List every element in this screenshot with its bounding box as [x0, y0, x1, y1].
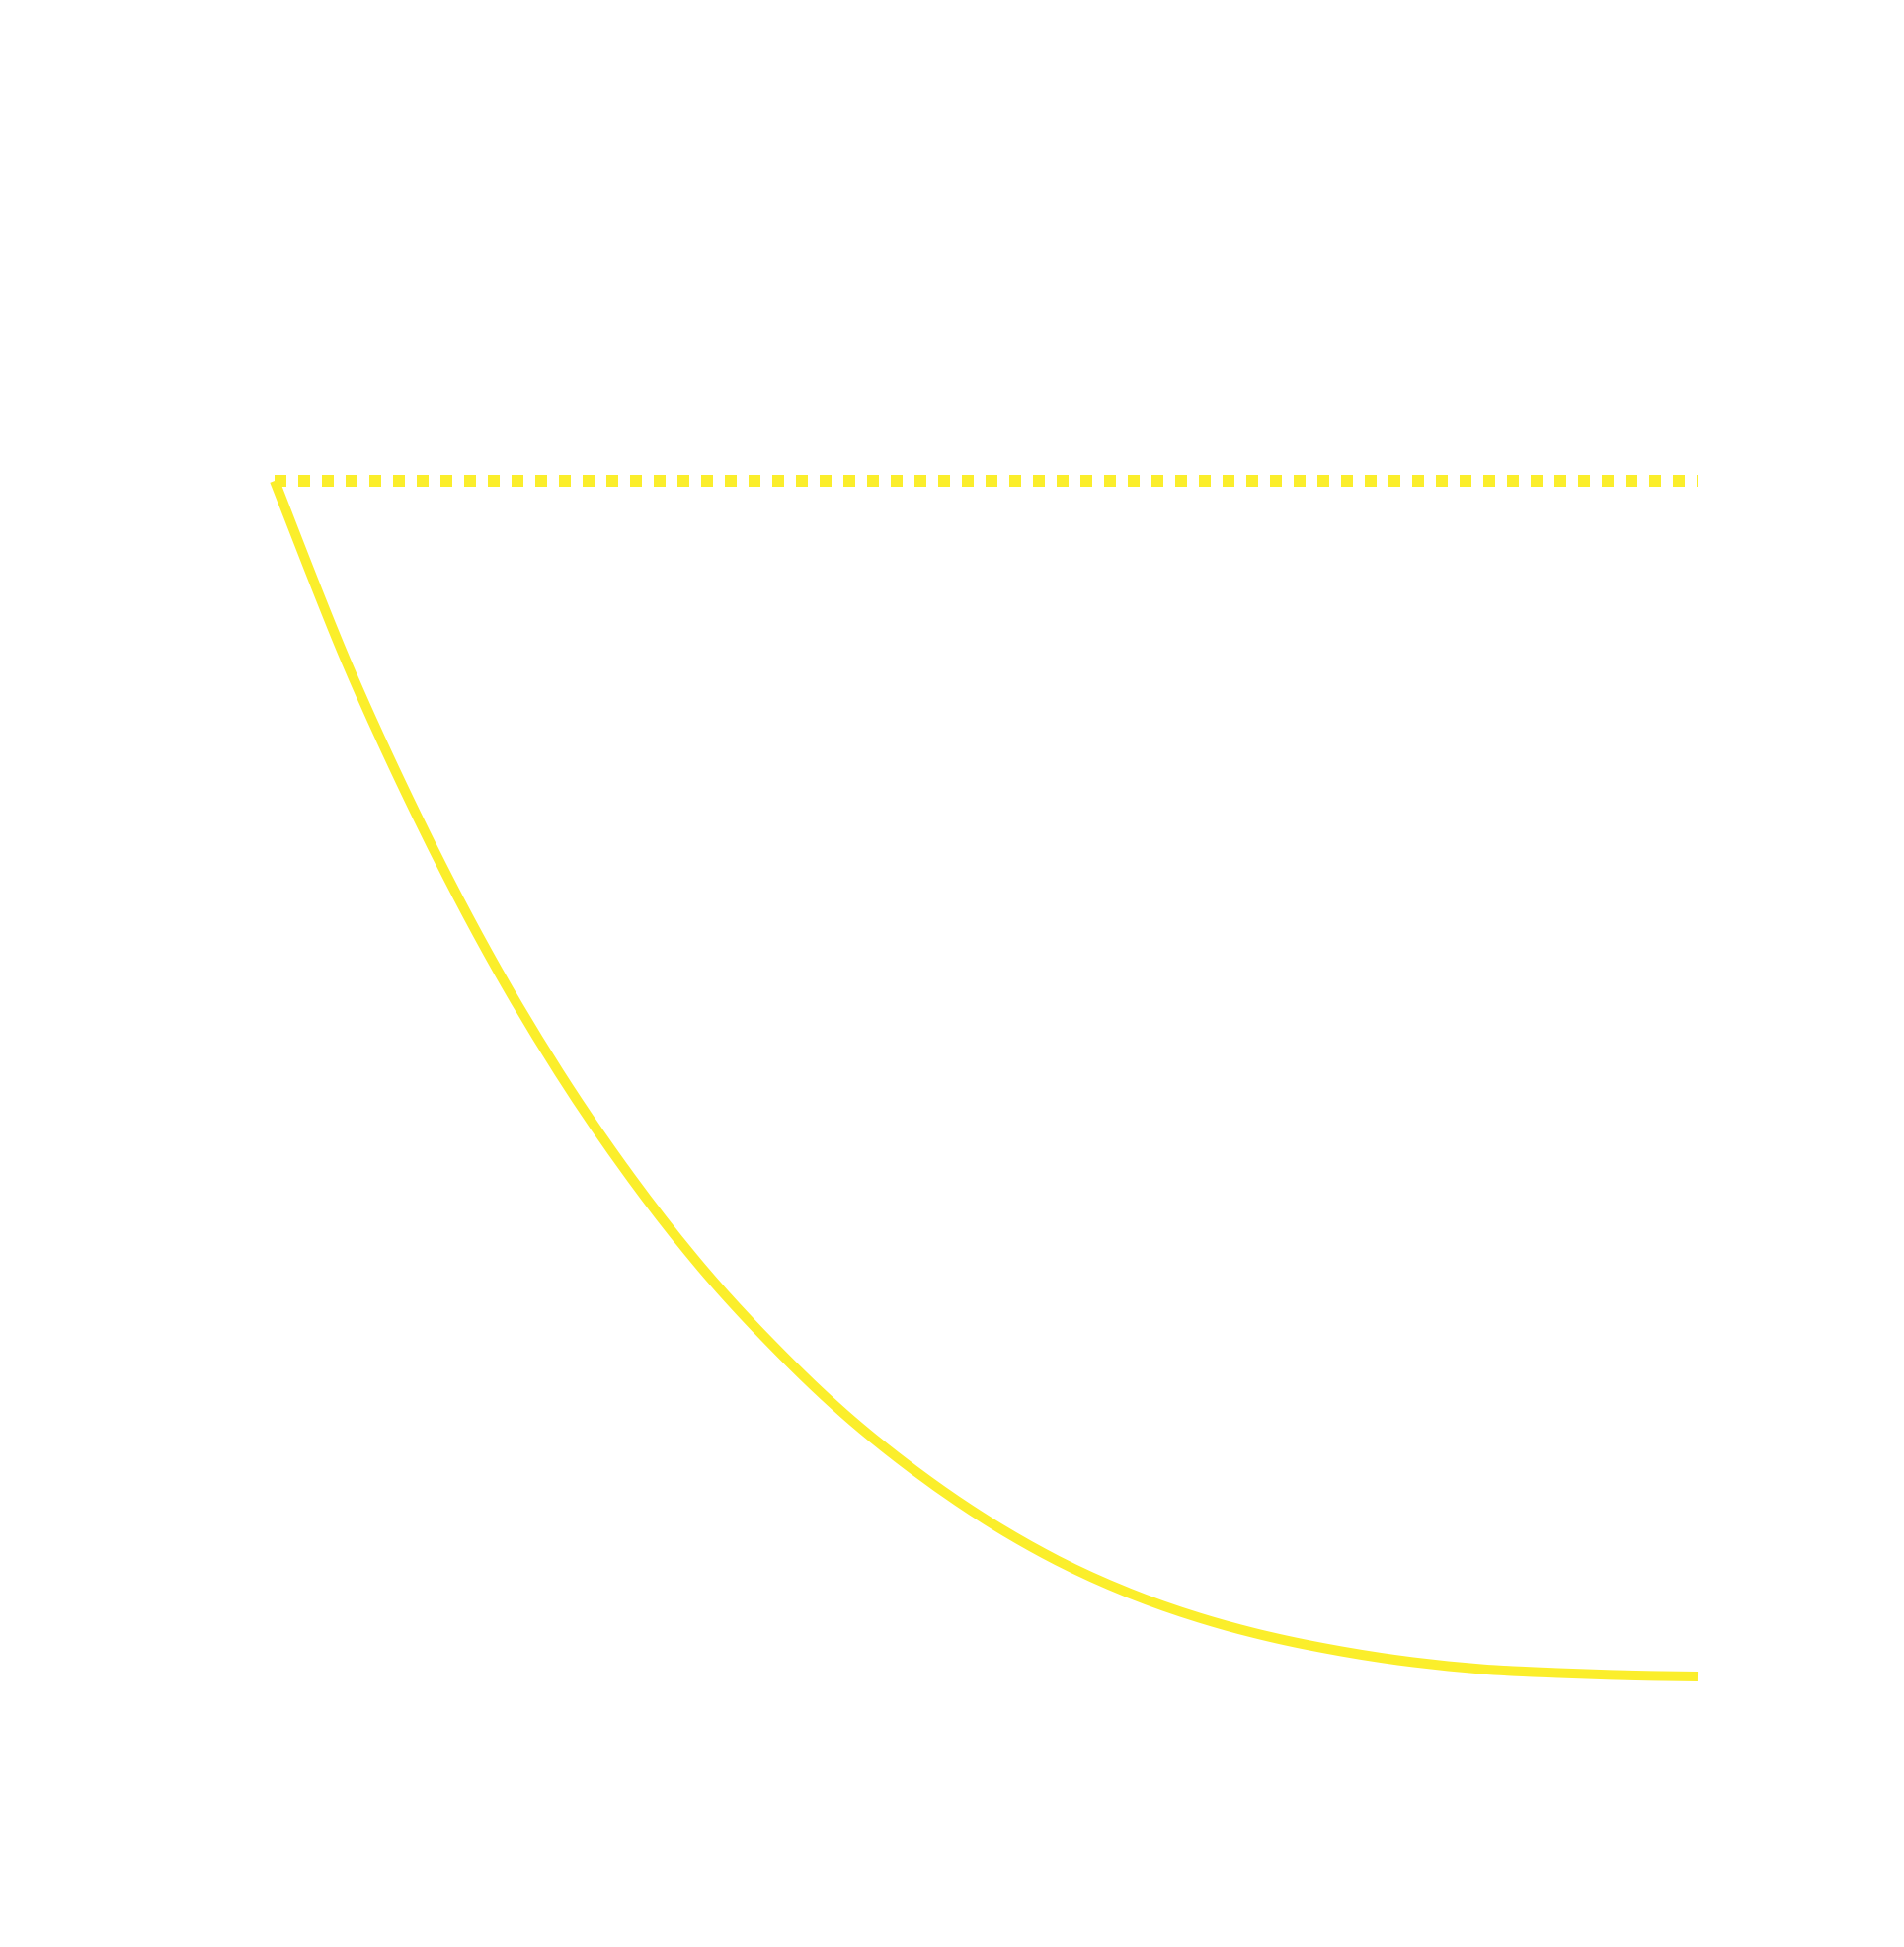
series-layer	[270, 475, 1699, 1681]
series-line-solid	[270, 479, 1699, 1681]
